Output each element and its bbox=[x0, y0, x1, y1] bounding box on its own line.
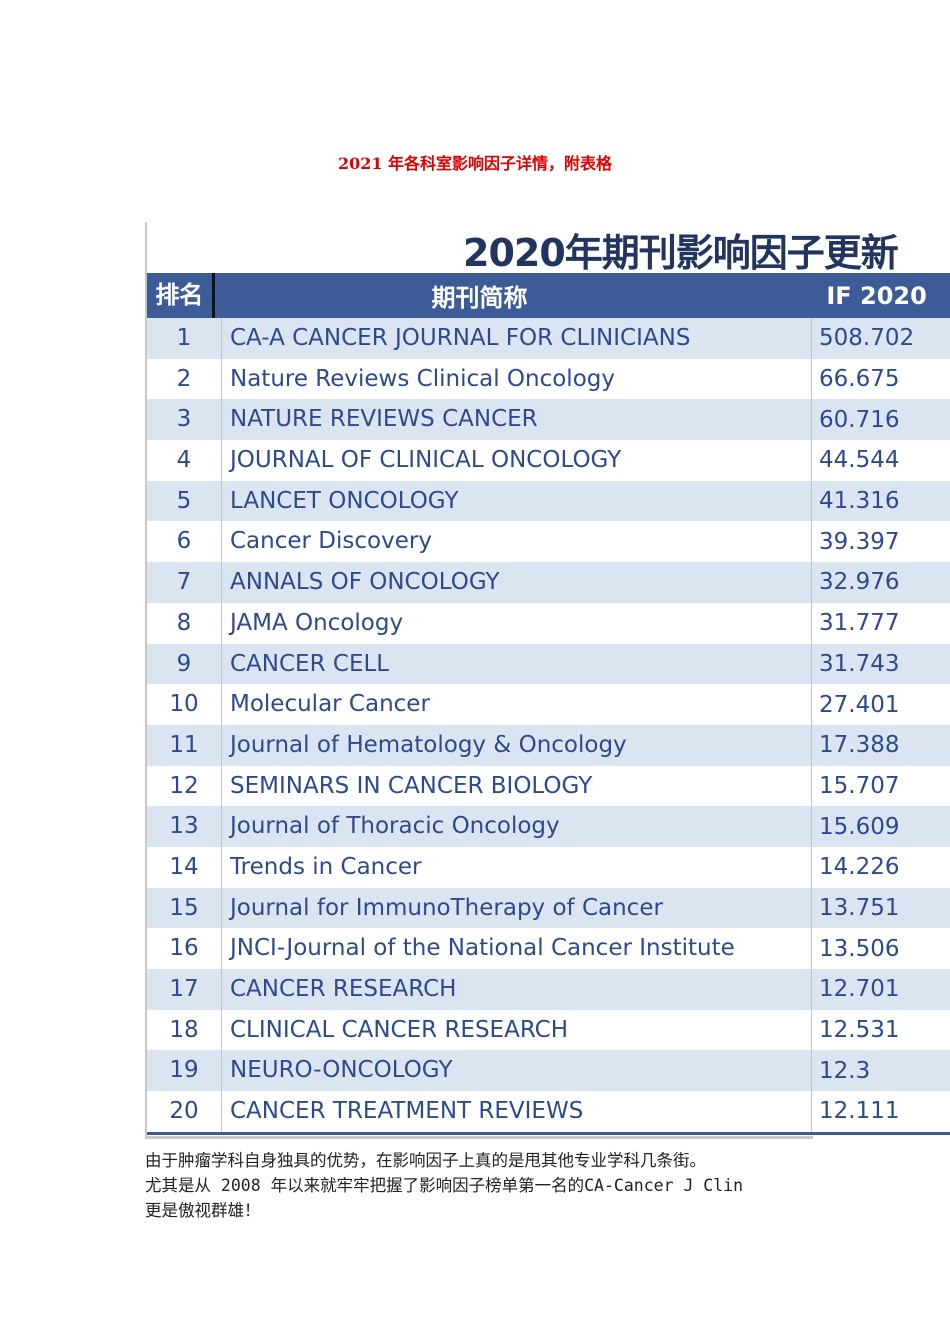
header-journal-name: 期刊简称 bbox=[431, 284, 528, 312]
journal-name-cell: Journal for ImmunoTherapy of Cancer bbox=[222, 887, 812, 929]
rank-cell: 4 bbox=[147, 440, 222, 481]
rank-cell: 13 bbox=[147, 806, 222, 847]
table-row: 14 Trends in Cancer 14.226 bbox=[147, 846, 950, 888]
impact-factor-cell: 508.702 bbox=[819, 325, 915, 352]
impact-factor-cell: 14.226 bbox=[819, 854, 900, 881]
table-row: 9 CANCER CELL 31.743 bbox=[147, 643, 950, 685]
journal-name-cell: CANCER CELL bbox=[222, 643, 812, 685]
journal-name-cell: SEMINARS IN CANCER BIOLOGY bbox=[222, 765, 812, 807]
table-row: 10 Molecular Cancer 27.401 bbox=[147, 684, 950, 725]
paragraph-line: 由于肿瘤学科自身独具的优势，在影响因子上真的是甩其他专业学科几条街。 bbox=[145, 1151, 706, 1170]
table-row: 15 Journal for ImmunoTherapy of Cancer 13.… bbox=[147, 887, 950, 929]
table-row: 17 CANCER RESEARCH 12.701 bbox=[147, 969, 950, 1010]
rank-cell: 8 bbox=[147, 602, 222, 644]
impact-factor-cell: 17.388 bbox=[819, 732, 900, 759]
impact-factor-cell: 27.401 bbox=[819, 691, 900, 718]
table-row: 12 SEMINARS IN CANCER BIOLOGY 15.707 bbox=[147, 765, 950, 807]
impact-factor-cell: 66.675 bbox=[819, 366, 900, 393]
table-title: 2020年期刊影响因子更新 bbox=[463, 231, 899, 275]
impact-factor-cell: 15.707 bbox=[819, 772, 900, 799]
impact-factor-cell: 13.506 bbox=[819, 935, 900, 962]
table-bottom-border bbox=[145, 1136, 813, 1139]
rank-cell: 7 bbox=[147, 562, 222, 603]
journal-name-cell: NEURO-ONCOLOGY bbox=[222, 1050, 812, 1092]
impact-factor-cell: 12.531 bbox=[819, 1017, 900, 1044]
rank-cell: 2 bbox=[147, 358, 222, 400]
body-paragraph: 由于肿瘤学科自身独具的优势，在影响因子上真的是甩其他专业学科几条街。 尤其是从 … bbox=[145, 1148, 743, 1223]
rank-cell: 14 bbox=[147, 846, 222, 888]
journal-name-cell: NATURE REVIEWS CANCER bbox=[222, 399, 812, 441]
rank-cell: 9 bbox=[147, 643, 222, 685]
impact-factor-table: 2020年期刊影响因子更新 排名 期刊简称 IF 2020 1 CA-A CANC… bbox=[145, 222, 950, 1138]
journal-name-cell: Journal of Thoracic Oncology bbox=[222, 806, 812, 847]
rank-cell: 19 bbox=[147, 1050, 222, 1092]
rank-cell: 3 bbox=[147, 399, 222, 441]
journal-name-cell: Cancer Discovery bbox=[222, 521, 812, 563]
journal-name-cell: CANCER RESEARCH bbox=[222, 969, 812, 1010]
rank-cell: 6 bbox=[147, 521, 222, 563]
table-row: 4 JOURNAL OF CLINICAL ONCOLOGY 44.544 bbox=[147, 440, 950, 481]
rank-cell: 16 bbox=[147, 928, 222, 969]
table-row: 2 Nature Reviews Clinical Oncology 66.675 bbox=[147, 358, 950, 400]
journal-name-cell: LANCET ONCOLOGY bbox=[222, 480, 812, 522]
journal-name-cell: CANCER TREATMENT REVIEWS bbox=[222, 1091, 812, 1132]
journal-name-cell: CA-A CANCER JOURNAL FOR CLINICIANS bbox=[222, 318, 812, 359]
rank-cell: 17 bbox=[147, 969, 222, 1010]
journal-name-cell: ANNALS OF ONCOLOGY bbox=[222, 562, 812, 603]
impact-factor-cell: 13.751 bbox=[819, 894, 900, 921]
table-row: 8 JAMA Oncology 31.777 bbox=[147, 602, 950, 644]
impact-factor-cell: 44.544 bbox=[819, 447, 900, 474]
impact-factor-cell: 12.111 bbox=[819, 1098, 900, 1125]
impact-factor-cell: 60.716 bbox=[819, 406, 900, 433]
table-row: 6 Cancer Discovery 39.397 bbox=[147, 521, 950, 563]
table-row: 1 CA-A CANCER JOURNAL FOR CLINICIANS 508.7… bbox=[147, 318, 950, 359]
impact-factor-cell: 32.976 bbox=[819, 569, 900, 596]
impact-factor-cell: 15.609 bbox=[819, 813, 900, 840]
journal-name-cell: JAMA Oncology bbox=[222, 602, 812, 644]
table-row: 11 Journal of Hematology & Oncology 17.388 bbox=[147, 724, 950, 766]
table-row: 13 Journal of Thoracic Oncology 15.609 bbox=[147, 806, 950, 847]
paragraph-line: 更是傲视群雄！ bbox=[145, 1201, 261, 1220]
journal-name-cell: Nature Reviews Clinical Oncology bbox=[222, 358, 812, 400]
impact-factor-cell: 31.743 bbox=[819, 650, 900, 677]
table-body: 1 CA-A CANCER JOURNAL FOR CLINICIANS 508.7… bbox=[147, 318, 950, 1135]
table-row: 19 NEURO-ONCOLOGY 12.3 bbox=[147, 1050, 950, 1092]
header-impact-factor: IF 2020 bbox=[826, 281, 927, 310]
table-row: 7 ANNALS OF ONCOLOGY 32.976 bbox=[147, 562, 950, 603]
journal-name-cell: Journal of Hematology & Oncology bbox=[222, 724, 812, 766]
rank-cell: 12 bbox=[147, 765, 222, 807]
rank-cell: 1 bbox=[147, 318, 222, 359]
table-row: 20 CANCER TREATMENT REVIEWS 12.111 bbox=[147, 1091, 950, 1135]
table-row: 16 JNCI-Journal of the National Cancer In… bbox=[147, 928, 950, 969]
paragraph-line: 尤其是从 2008 年以来就牢牢把握了影响因子榜单第一名的CA-Cancer J… bbox=[145, 1176, 744, 1195]
journal-name-cell: CLINICAL CANCER RESEARCH bbox=[222, 1009, 812, 1051]
header-rank: 排名 bbox=[147, 273, 215, 318]
rank-cell: 18 bbox=[147, 1009, 222, 1051]
journal-name-cell: JNCI-Journal of the National Cancer Inst… bbox=[222, 928, 812, 969]
impact-factor-cell: 12.701 bbox=[819, 976, 900, 1003]
rank-cell: 15 bbox=[147, 887, 222, 929]
document-title: 2021 年各科室影响因子详情，附表格 bbox=[337, 154, 613, 173]
journal-name-cell: Molecular Cancer bbox=[222, 684, 812, 725]
rank-cell: 11 bbox=[147, 724, 222, 766]
table-row: 3 NATURE REVIEWS CANCER 60.716 bbox=[147, 399, 950, 441]
impact-factor-cell: 41.316 bbox=[819, 488, 900, 515]
impact-factor-cell: 39.397 bbox=[819, 528, 900, 555]
rank-cell: 20 bbox=[147, 1091, 222, 1132]
rank-cell: 5 bbox=[147, 480, 222, 522]
journal-name-cell: Trends in Cancer bbox=[222, 846, 812, 888]
table-row: 18 CLINICAL CANCER RESEARCH 12.531 bbox=[147, 1009, 950, 1051]
table-header: 排名 期刊简称 IF 2020 bbox=[147, 273, 950, 318]
table-row: 5 LANCET ONCOLOGY 41.316 bbox=[147, 480, 950, 522]
impact-factor-cell: 12.3 bbox=[819, 1057, 871, 1084]
table-title-area: 2020年期刊影响因子更新 bbox=[147, 222, 950, 275]
journal-name-cell: JOURNAL OF CLINICAL ONCOLOGY bbox=[222, 440, 812, 481]
impact-factor-cell: 31.777 bbox=[819, 610, 900, 637]
rank-cell: 10 bbox=[147, 684, 222, 725]
